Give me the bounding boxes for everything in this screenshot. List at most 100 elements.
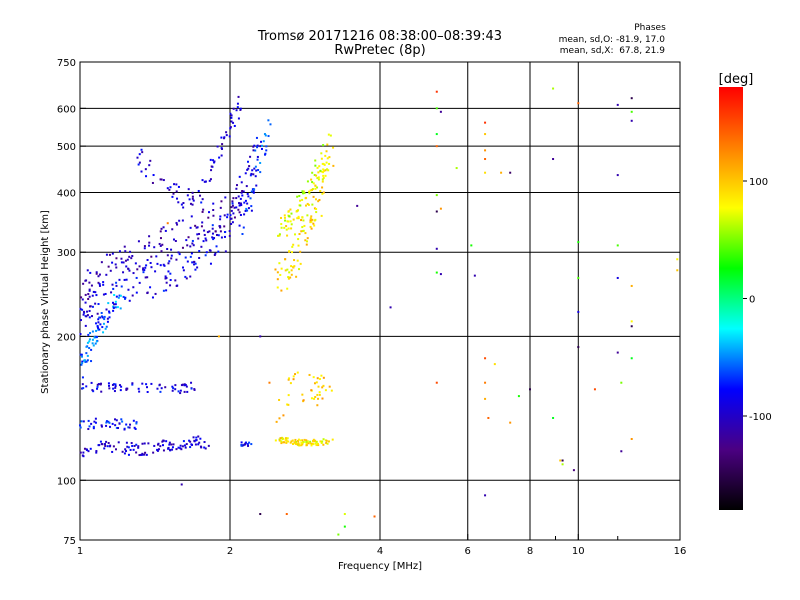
data-point: [124, 448, 127, 451]
data-point: [616, 103, 619, 106]
data-point: [314, 187, 317, 190]
data-point: [104, 292, 107, 295]
data-point: [281, 438, 284, 441]
data-point: [81, 298, 84, 301]
data-point: [318, 165, 321, 168]
data-point: [137, 446, 140, 449]
data-point: [616, 244, 619, 247]
data-point: [252, 149, 255, 152]
data-point: [282, 414, 285, 417]
data-point: [166, 254, 169, 257]
data-point: [165, 276, 168, 279]
data-point: [259, 145, 262, 148]
data-point: [158, 242, 161, 245]
data-point: [79, 424, 82, 427]
data-point: [81, 454, 84, 457]
data-point: [232, 197, 235, 200]
data-point: [316, 393, 319, 396]
data-point: [310, 220, 313, 223]
data-point: [253, 167, 256, 170]
data-point: [193, 263, 196, 266]
data-point: [294, 233, 297, 236]
data-point: [321, 192, 324, 195]
data-point: [260, 140, 263, 143]
data-point: [91, 342, 94, 345]
data-point: [88, 425, 91, 428]
data-point: [135, 451, 138, 454]
data-point: [192, 199, 195, 202]
data-point: [224, 250, 227, 253]
data-point: [276, 286, 279, 289]
data-point: [132, 286, 135, 289]
data-point: [311, 218, 314, 221]
data-point: [186, 260, 189, 263]
data-point: [95, 451, 98, 454]
data-point: [212, 214, 215, 217]
data-point: [140, 148, 143, 151]
data-point: [305, 196, 308, 199]
data-point: [105, 420, 108, 423]
data-point: [144, 276, 147, 279]
data-point: [268, 381, 271, 384]
data-point: [81, 362, 84, 365]
data-point: [224, 196, 227, 199]
data-point: [310, 389, 313, 392]
data-point: [108, 310, 111, 313]
data-point: [310, 397, 313, 400]
data-point: [183, 390, 186, 393]
data-point: [88, 316, 91, 319]
data-point: [181, 445, 184, 448]
data-point: [247, 195, 250, 198]
data-point: [259, 161, 262, 164]
data-point: [183, 384, 186, 387]
data-point: [243, 213, 246, 216]
data-point: [162, 226, 165, 229]
data-point: [312, 222, 315, 225]
data-point: [85, 345, 88, 348]
data-point: [313, 224, 316, 227]
data-point: [115, 266, 118, 269]
data-point: [616, 351, 619, 354]
data-point: [203, 233, 206, 236]
data-point: [324, 174, 327, 177]
data-point: [118, 278, 121, 281]
data-point: [252, 173, 255, 176]
data-point: [203, 229, 206, 232]
data-point: [162, 263, 165, 266]
data-point: [293, 259, 296, 262]
data-point: [311, 181, 314, 184]
data-point: [230, 206, 233, 209]
data-point: [121, 450, 124, 453]
data-point: [312, 438, 315, 441]
data-point: [148, 235, 151, 238]
data-point: [105, 424, 108, 427]
data-point: [251, 188, 254, 191]
data-point: [314, 164, 317, 167]
data-point: [577, 276, 580, 279]
data-point: [90, 381, 93, 384]
data-point: [332, 164, 335, 167]
data-point: [286, 437, 289, 440]
data-point: [203, 441, 206, 444]
data-point: [198, 232, 201, 235]
data-point: [193, 388, 196, 391]
data-point: [105, 273, 108, 276]
data-point: [111, 383, 114, 386]
data-point: [126, 445, 129, 448]
data-point: [182, 202, 185, 205]
data-point: [297, 442, 300, 445]
data-point: [95, 294, 98, 297]
data-point: [154, 292, 157, 295]
data-point: [91, 305, 94, 308]
data-point: [175, 183, 178, 186]
x-axis-label: Frequency [MHz]: [338, 561, 422, 572]
data-point: [97, 281, 100, 284]
data-point: [218, 156, 221, 159]
data-point: [93, 420, 96, 423]
data-point: [435, 247, 438, 250]
data-point: [167, 446, 170, 449]
data-point: [293, 265, 296, 268]
data-point: [307, 442, 310, 445]
data-point: [122, 261, 125, 264]
data-point: [90, 422, 93, 425]
